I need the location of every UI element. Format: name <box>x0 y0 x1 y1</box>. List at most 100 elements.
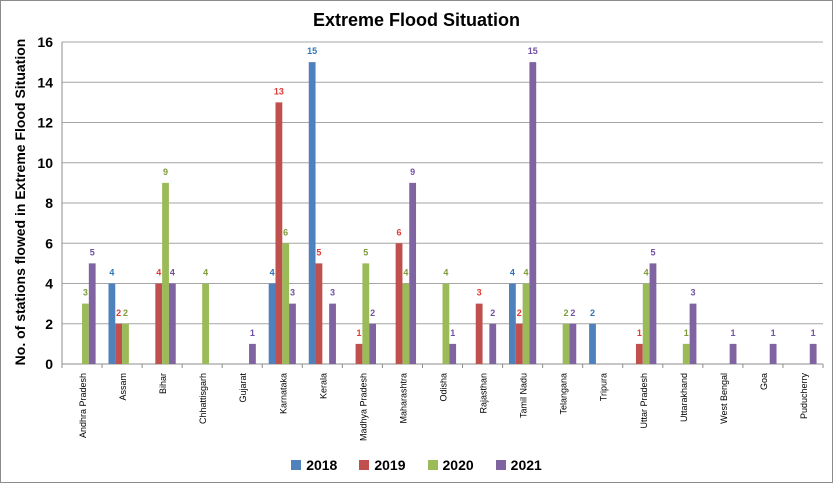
bar-2021 <box>769 343 777 364</box>
x-tick-label: Tamil Nadu <box>519 373 529 418</box>
data-label-2020: 4 <box>523 268 528 278</box>
bar-2020 <box>122 323 129 364</box>
data-label-2021: 3 <box>691 288 696 298</box>
y-tick-label: 4 <box>45 276 53 292</box>
bar-2021 <box>729 343 737 364</box>
bar-2019 <box>515 323 523 364</box>
y-tick-label: 8 <box>45 195 53 211</box>
bar-2021 <box>369 323 376 364</box>
bar-2020 <box>522 283 530 364</box>
bar-2019 <box>395 243 403 364</box>
data-label-2019: 2 <box>116 308 121 318</box>
legend-label: 2021 <box>510 457 542 473</box>
data-label-2021: 2 <box>570 308 575 318</box>
bar-2018 <box>268 283 276 364</box>
x-tick-label: West Bengal <box>719 373 729 424</box>
x-tick-label: Karnataka <box>278 373 288 414</box>
x-tick-label: Telangana <box>559 373 569 415</box>
x-tick-label: Andhra Pradesh <box>78 373 88 438</box>
data-label-2018: 4 <box>270 268 275 278</box>
data-label-2020: 3 <box>83 288 88 298</box>
bar-2021 <box>249 343 256 364</box>
bar-2021 <box>529 62 537 364</box>
data-label-2021: 3 <box>330 288 335 298</box>
legend-label: 2020 <box>442 457 474 473</box>
data-label-2019: 6 <box>397 227 402 237</box>
bar-2021 <box>569 323 577 364</box>
legend-item-2021: 2021 <box>495 457 542 473</box>
bar-2019 <box>155 283 163 364</box>
x-tick-label: Chhattisgarh <box>198 373 208 424</box>
bar-2021 <box>88 263 96 364</box>
y-tick-label: 16 <box>37 34 53 50</box>
y-tick-label: 6 <box>45 235 53 251</box>
bar-2020 <box>562 323 570 364</box>
bar-2021 <box>649 263 657 364</box>
data-label-2021: 1 <box>811 328 816 338</box>
data-label-2021: 2 <box>490 308 495 318</box>
x-tick-label: Goa <box>759 373 769 390</box>
legend-item-2019: 2019 <box>359 457 406 473</box>
bar-2021 <box>409 182 417 364</box>
data-label-2020: 5 <box>363 247 368 257</box>
bar-2019 <box>635 343 643 364</box>
legend-swatch <box>291 460 302 470</box>
data-label-2018: 15 <box>307 46 317 56</box>
x-tick-label: Maharashtra <box>398 373 408 424</box>
legend-swatch <box>495 460 506 470</box>
x-tick-label: Gujarat <box>238 373 248 403</box>
data-label-2021: 15 <box>528 46 538 56</box>
legend-item-2020: 2020 <box>427 457 474 473</box>
bar-2019 <box>275 102 283 364</box>
bar-2021 <box>689 303 697 364</box>
bar-2021 <box>809 343 817 364</box>
x-tick-label: Madhya Pradesh <box>358 373 368 441</box>
bar-2019 <box>115 323 123 364</box>
bar-2020 <box>162 182 169 364</box>
bar-2018 <box>589 323 596 364</box>
data-label-2020: 4 <box>203 268 208 278</box>
bar-2020 <box>282 243 290 364</box>
bar-2019 <box>475 303 483 364</box>
data-label-2019: 4 <box>156 268 161 278</box>
x-tick-label: Odisha <box>439 373 449 402</box>
data-label-2020: 1 <box>684 328 689 338</box>
data-label-2019: 13 <box>274 86 284 96</box>
bar-2020 <box>682 343 690 364</box>
data-label-2021: 1 <box>450 328 455 338</box>
x-tick-label: Puducherry <box>799 373 809 420</box>
data-label-2021: 1 <box>771 328 776 338</box>
bar-2018 <box>509 283 516 364</box>
y-tick-label: 0 <box>45 356 53 372</box>
data-label-2020: 6 <box>283 227 288 237</box>
data-label-2021: 9 <box>410 167 415 177</box>
bar-2018 <box>308 62 316 364</box>
data-label-2021: 5 <box>90 247 95 257</box>
bar-2020 <box>402 283 410 364</box>
data-label-2021: 2 <box>370 308 375 318</box>
data-label-2018: 2 <box>590 308 595 318</box>
x-tick-label: Bihar <box>158 373 168 394</box>
data-label-2020: 2 <box>123 308 128 318</box>
data-label-2020: 4 <box>403 268 408 278</box>
bar-2020 <box>442 283 450 364</box>
bar-2020 <box>82 303 89 364</box>
legend-swatch <box>359 460 370 470</box>
bar-2019 <box>355 343 363 364</box>
data-label-2020: 2 <box>564 308 569 318</box>
data-label-2019: 5 <box>316 247 321 257</box>
legend-label: 2018 <box>306 457 338 473</box>
data-label-2021: 5 <box>650 247 655 257</box>
data-label-2020: 4 <box>443 268 448 278</box>
chart-title: Extreme Flood Situation <box>312 10 521 30</box>
data-label-2021: 1 <box>731 328 736 338</box>
data-label-2020: 4 <box>644 268 649 278</box>
bar-2018 <box>108 283 116 364</box>
data-label-2019: 2 <box>517 308 522 318</box>
x-tick-label: Uttar Pradesh <box>639 373 649 429</box>
data-label-2019: 1 <box>637 328 642 338</box>
bar-2021 <box>168 283 176 364</box>
y-tick-label: 10 <box>37 155 53 171</box>
